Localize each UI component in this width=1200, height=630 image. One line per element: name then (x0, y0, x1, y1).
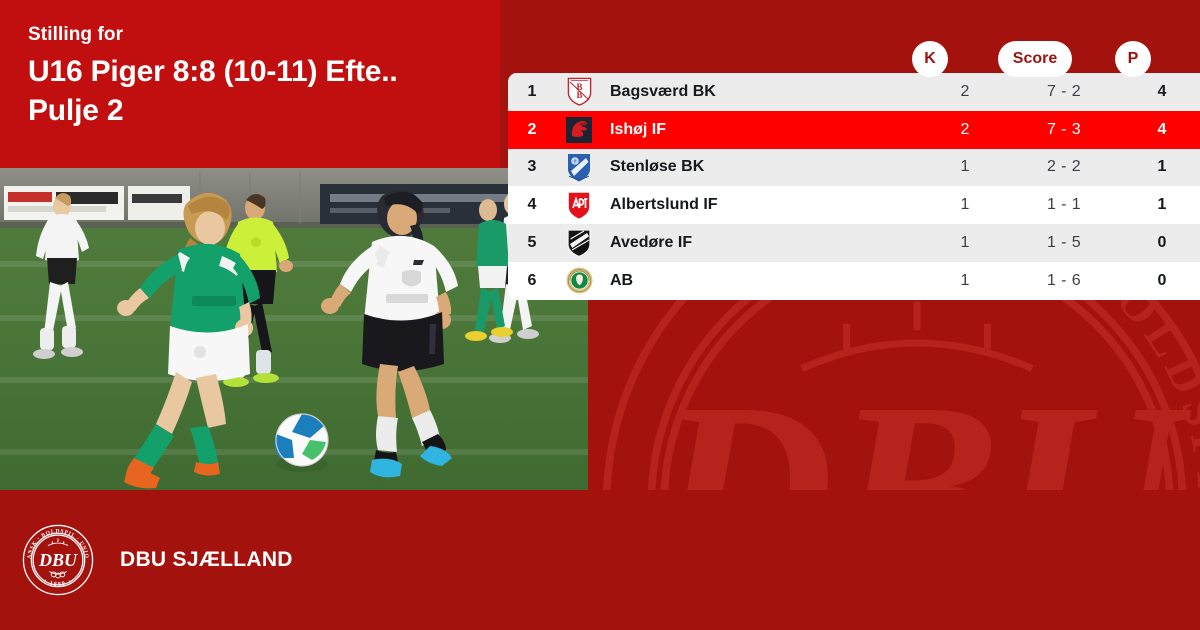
table-row[interactable]: 5 Avedøre IF 1 1 - 5 0 (508, 224, 1200, 262)
row-score: 7 - 2 (1046, 82, 1081, 100)
row-matches: 2 (960, 82, 970, 100)
ab-logo (556, 267, 602, 294)
svg-text:B: B (576, 82, 582, 92)
row-team-name: Ishøj IF (610, 120, 666, 138)
row-points: 4 (1157, 120, 1167, 138)
svg-text:· 1889 ·: · 1889 · (42, 578, 73, 588)
dbu-crest-logo: DANSK · BOLDSPIL · UNION · 1889 · DBU (20, 520, 94, 596)
row-team-name: Stenløse BK (610, 158, 705, 176)
svg-text:B: B (576, 90, 582, 100)
row-team-name: Avedøre IF (610, 234, 693, 252)
row-points: 1 (1157, 196, 1167, 214)
ishoj-if-logo (556, 116, 602, 143)
row-team-name: Albertslund IF (610, 196, 718, 214)
row-position: 2 (527, 120, 537, 138)
table-row[interactable]: 4 Albertslund IF 1 1 - 1 1 (508, 186, 1200, 225)
albertslund-if-logo (556, 190, 602, 220)
table-header-pills: K Score P (508, 41, 1200, 77)
avedore-if-logo (556, 229, 602, 258)
row-position: 6 (527, 271, 537, 289)
standings-table: 1 B B Bagsværd BK 2 7 - 2 4 2 Ishøj IF (508, 73, 1200, 300)
table-row[interactable]: 6 AB 1 1 - 6 0 (508, 261, 1200, 300)
svg-text:DBU: DBU (652, 351, 1192, 490)
row-matches: 1 (960, 196, 970, 214)
bagsvaerd-bk-logo: B B (556, 77, 602, 107)
row-matches: 1 (960, 234, 970, 252)
table-row[interactable]: 3 Stenløse BK 1 2 - 2 1 (508, 148, 1200, 187)
row-team-name: AB (610, 271, 634, 289)
row-position: 5 (527, 234, 537, 252)
row-score: 1 - 5 (1046, 234, 1081, 252)
title-block: Stilling for U16 Piger 8:8 (10-11) Efte.… (0, 0, 500, 168)
row-position: 3 (527, 158, 537, 176)
kicker-label: Stilling for (28, 24, 124, 45)
footer: DANSK · BOLDSPIL · UNION · 1889 · DBU DB… (0, 490, 1200, 630)
row-score: 7 - 3 (1046, 120, 1081, 138)
column-header-points: P (1115, 41, 1151, 77)
table-row[interactable]: 2 Ishøj IF 2 7 - 3 4 (508, 110, 1200, 149)
match-photo (0, 168, 588, 490)
row-matches: 2 (960, 120, 970, 138)
page-title: U16 Piger 8:8 (10-11) Efte.. Pulje 2 (28, 55, 398, 127)
row-points: 0 (1157, 234, 1167, 252)
row-score: 1 - 6 (1046, 271, 1081, 289)
table-row[interactable]: 1 B B Bagsværd BK 2 7 - 2 4 (508, 73, 1200, 111)
row-position: 1 (527, 82, 537, 100)
footer-background (0, 490, 1200, 630)
row-position: 4 (527, 196, 537, 214)
row-score: 1 - 1 (1046, 196, 1081, 214)
stenlose-bk-logo (556, 153, 602, 182)
row-points: 1 (1157, 158, 1167, 176)
row-points: 4 (1157, 82, 1167, 100)
row-score: 2 - 2 (1046, 158, 1081, 176)
row-points: 0 (1157, 271, 1167, 289)
row-matches: 1 (960, 271, 970, 289)
row-team-name: Bagsværd BK (610, 82, 716, 100)
row-matches: 1 (960, 158, 970, 176)
column-header-matches: K (912, 41, 948, 77)
column-header-score: Score (998, 41, 1072, 77)
svg-text:DBU: DBU (38, 550, 78, 570)
footer-label: DBU SJÆLLAND (120, 548, 293, 571)
